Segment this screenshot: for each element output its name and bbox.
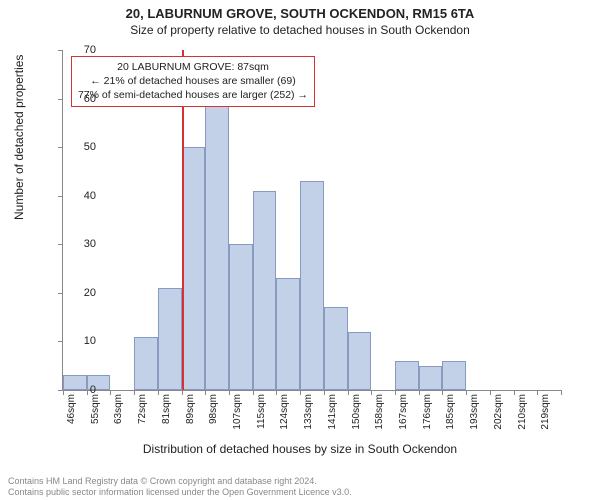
x-tick-mark	[442, 390, 443, 395]
y-tick-mark	[58, 50, 63, 51]
x-tick-label: 89sqm	[185, 394, 196, 424]
x-tick-mark	[466, 390, 467, 395]
histogram-bar	[182, 147, 206, 390]
y-axis-label: Number of detached properties	[12, 55, 26, 220]
x-tick-label: 55sqm	[90, 394, 101, 424]
y-tick-label: 60	[66, 93, 96, 105]
x-tick-mark	[371, 390, 372, 395]
histogram-bar	[158, 288, 182, 390]
x-tick-label: 133sqm	[303, 394, 314, 430]
x-tick-label: 167sqm	[398, 394, 409, 430]
x-axis-label: Distribution of detached houses by size …	[0, 442, 600, 456]
annotation-line: 20 LABURNUM GROVE: 87sqm	[78, 60, 308, 74]
footer-line-2: Contains public sector information licen…	[8, 487, 352, 498]
annotation-line: 77% of semi-detached houses are larger (…	[78, 88, 308, 102]
x-tick-label: 72sqm	[137, 394, 148, 424]
x-tick-label: 219sqm	[540, 394, 551, 430]
x-tick-mark	[110, 390, 111, 395]
x-tick-label: 46sqm	[66, 394, 77, 424]
x-tick-mark	[300, 390, 301, 395]
y-tick-mark	[58, 99, 63, 100]
y-tick-mark	[58, 341, 63, 342]
y-tick-label: 0	[66, 384, 96, 396]
histogram-bar	[324, 307, 348, 390]
histogram-bar	[134, 337, 158, 390]
x-tick-label: 81sqm	[161, 394, 172, 424]
x-tick-label: 115sqm	[256, 394, 267, 429]
y-tick-label: 10	[66, 335, 96, 347]
x-tick-mark	[348, 390, 349, 395]
x-tick-mark	[324, 390, 325, 395]
x-tick-mark	[229, 390, 230, 395]
y-tick-mark	[58, 147, 63, 148]
x-tick-label: 141sqm	[327, 394, 338, 430]
x-tick-mark	[395, 390, 396, 395]
x-tick-label: 98sqm	[208, 394, 219, 424]
histogram-bar	[300, 181, 324, 390]
footer-attribution: Contains HM Land Registry data © Crown c…	[8, 476, 352, 498]
x-tick-mark	[182, 390, 183, 395]
x-tick-label: 124sqm	[279, 394, 290, 430]
x-tick-label: 150sqm	[351, 394, 362, 430]
x-tick-label: 210sqm	[517, 394, 528, 430]
y-tick-mark	[58, 293, 63, 294]
histogram-bar	[276, 278, 300, 390]
histogram-bar	[229, 244, 253, 390]
histogram-bar	[348, 332, 372, 390]
x-tick-mark	[205, 390, 206, 395]
x-tick-label: 185sqm	[445, 394, 456, 430]
footer-line-1: Contains HM Land Registry data © Crown c…	[8, 476, 352, 487]
y-tick-label: 20	[66, 287, 96, 299]
y-tick-mark	[58, 244, 63, 245]
plot-region: 46sqm55sqm63sqm72sqm81sqm89sqm98sqm107sq…	[62, 50, 561, 391]
y-tick-label: 30	[66, 238, 96, 250]
x-tick-mark	[537, 390, 538, 395]
histogram-bar	[253, 191, 277, 390]
x-tick-mark	[253, 390, 254, 395]
annotation-box: 20 LABURNUM GROVE: 87sqm← 21% of detache…	[71, 56, 315, 107]
y-tick-label: 40	[66, 190, 96, 202]
x-tick-label: 193sqm	[469, 394, 480, 430]
x-tick-mark	[514, 390, 515, 395]
histogram-bar	[442, 361, 466, 390]
x-tick-mark	[490, 390, 491, 395]
annotation-line: ← 21% of detached houses are smaller (69…	[78, 74, 308, 88]
histogram-bar	[395, 361, 419, 390]
chart-plot-area: 46sqm55sqm63sqm72sqm81sqm89sqm98sqm107sq…	[62, 50, 560, 390]
chart-title: 20, LABURNUM GROVE, SOUTH OCKENDON, RM15…	[0, 0, 600, 21]
chart-subtitle: Size of property relative to detached ho…	[0, 23, 600, 37]
histogram-bar	[419, 366, 443, 390]
y-tick-mark	[58, 196, 63, 197]
x-tick-mark	[276, 390, 277, 395]
x-tick-mark	[158, 390, 159, 395]
x-tick-label: 107sqm	[232, 394, 243, 430]
y-tick-label: 70	[66, 44, 96, 56]
x-tick-mark	[561, 390, 562, 395]
x-tick-mark	[63, 390, 64, 395]
y-tick-label: 50	[66, 141, 96, 153]
x-tick-mark	[419, 390, 420, 395]
x-tick-label: 176sqm	[422, 394, 433, 430]
x-tick-mark	[134, 390, 135, 395]
x-tick-label: 63sqm	[113, 394, 124, 424]
x-tick-label: 158sqm	[374, 394, 385, 430]
histogram-bar	[205, 99, 229, 390]
x-tick-label: 202sqm	[493, 394, 504, 430]
